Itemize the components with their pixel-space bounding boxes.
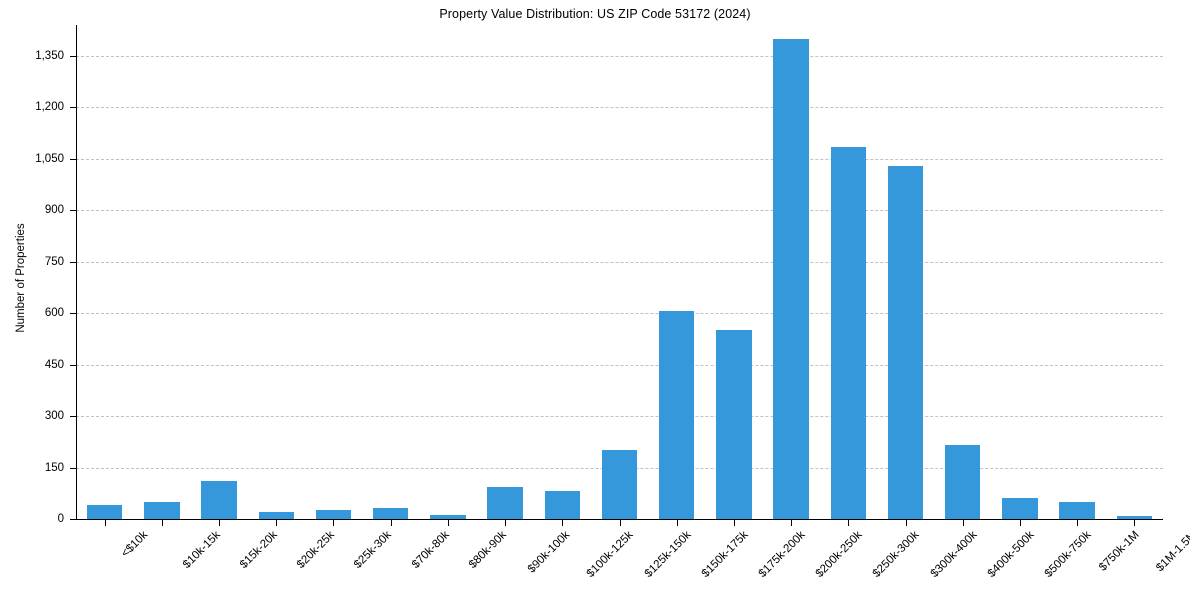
x-tick-mark [1134,520,1136,526]
bar[interactable] [544,491,581,519]
y-tick-label: 1,050 [35,152,64,165]
x-tick-label: $175k-200k [756,529,808,580]
bar[interactable] [258,511,294,519]
bar[interactable] [601,450,638,519]
x-tick-mark [619,520,621,526]
y-tick-mark [70,313,76,315]
x-tick-label: $250k-300k [870,529,922,580]
x-tick-label: $150k-175k [699,529,751,580]
gridline [76,210,1163,212]
y-tick-label: 300 [44,410,64,423]
y-tick-mark [70,364,76,366]
y-axis-label: Number of Properties [15,223,27,333]
bar[interactable] [144,501,180,519]
x-tick-label: $80k-90k [466,529,509,571]
x-tick-label: $500k-750k [1042,529,1094,580]
y-tick-label: 900 [44,204,64,217]
y-tick-mark [70,261,76,263]
x-tick-label: $20k-25k [295,529,338,571]
x-tick-mark [562,520,564,526]
x-tick-mark [676,520,678,526]
x-tick-label: $200k-250k [813,529,865,580]
x-tick-mark [733,520,735,526]
chart-title: Property Value Distribution: US ZIP Code… [439,7,751,21]
x-axis-line [76,519,1163,520]
x-tick-label: $100k-125k [584,529,636,580]
x-tick-label: $400k-500k [985,529,1037,580]
bar[interactable] [372,507,409,519]
bar[interactable] [315,510,352,519]
x-tick-label: $25k-30k [352,529,395,571]
x-tick-label: $10k-15k [180,529,223,571]
x-tick-label: $90k-100k [525,529,573,576]
x-tick-mark [1077,520,1079,526]
x-tick-mark [104,520,106,526]
y-tick-label: 750 [44,255,64,268]
gridline [76,261,1163,263]
x-tick-label: $1M-1.5M [1154,529,1190,575]
x-tick-mark [905,520,907,526]
bar[interactable] [487,487,523,519]
bar[interactable] [1059,501,1095,519]
bar[interactable] [201,480,237,519]
gridline [76,158,1163,160]
x-tick-mark [505,520,507,526]
y-tick-label: 0 [57,513,64,525]
x-tick-mark [447,520,449,526]
y-axis-line [76,25,77,519]
x-tick-mark [848,520,850,526]
gridline [76,107,1163,109]
x-tick-mark [791,520,793,526]
y-tick-mark [70,416,76,418]
x-tick-mark [962,520,964,526]
x-tick-label: <$10k [118,529,150,560]
x-tick-mark [219,520,221,526]
bar[interactable] [86,504,123,519]
x-tick-label: $70k-80k [409,529,452,571]
x-tick-mark [333,520,335,526]
bar-series [76,25,1163,519]
x-tick-label: $300k-400k [928,529,980,580]
y-tick-mark [70,519,76,520]
bar[interactable] [658,311,695,519]
x-tick-label: $125k-150k [642,529,694,580]
y-tick-mark [70,158,76,160]
y-tick-mark [70,55,76,57]
x-tick-mark [1019,520,1021,526]
y-tick-label: 450 [44,358,64,371]
plot-area [76,25,1163,519]
y-tick-label: 1,200 [35,101,64,114]
y-tick-label: 1,350 [35,49,64,62]
y-tick-mark [70,210,76,212]
gridline [76,364,1163,366]
x-tick-mark [390,520,392,526]
bar[interactable] [430,514,466,519]
gridline [76,313,1163,315]
y-tick-mark [70,107,76,109]
bar[interactable] [1116,515,1153,519]
y-tick-mark [70,467,76,469]
x-tick-label: $15k-20k [237,529,280,571]
y-tick-label: 150 [44,461,64,474]
bar[interactable] [830,146,867,519]
bar[interactable] [716,330,752,519]
gridline [76,416,1163,418]
x-tick-label: $750k-1M [1097,529,1142,574]
gridline [76,55,1163,57]
bar[interactable] [887,165,924,519]
bar[interactable] [945,445,981,519]
x-tick-mark [161,520,163,526]
x-tick-mark [276,520,278,526]
bar[interactable] [773,38,809,519]
bar[interactable] [1002,497,1038,519]
y-tick-label: 600 [44,307,64,320]
